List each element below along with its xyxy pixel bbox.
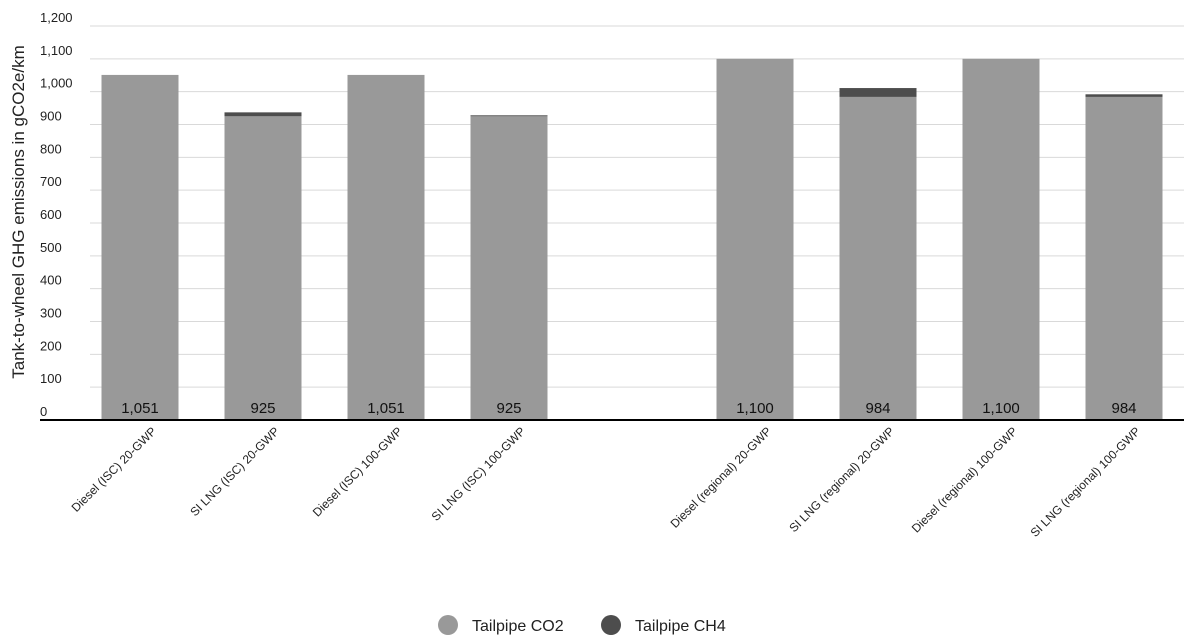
y-tick-label: 400 <box>40 273 62 288</box>
y-tick-label: 1,100 <box>40 43 73 58</box>
bar-segment-tailpipe-ch4 <box>839 88 917 97</box>
bar-segment-tailpipe-ch4 <box>1085 94 1163 97</box>
y-tick-label: 200 <box>40 338 62 353</box>
legend-swatch <box>438 615 458 635</box>
x-category-label: SI LNG (ISC) 20-GWP <box>187 424 282 519</box>
x-category-label: Diesel (regional) 100-GWP <box>909 424 1020 535</box>
y-tick-label: 500 <box>40 240 62 255</box>
data-label: 925 <box>250 400 275 417</box>
x-category-label: Diesel (ISC) 20-GWP <box>69 424 160 515</box>
y-tick-label: 600 <box>40 207 62 222</box>
y-tick-label: 800 <box>40 141 62 156</box>
y-axis-ticks: 0 100 200 300 400 500 600 700 800 900 1,000 1,100 1,… <box>40 10 73 419</box>
data-label: 1,051 <box>121 400 159 417</box>
bar-segment-tailpipe-co2 <box>962 58 1040 420</box>
bars <box>101 58 1163 421</box>
y-tick-label: 1,200 <box>40 10 73 25</box>
y-axis-title: Tank-to-wheel GHG emissions in gCO2e/km <box>9 45 28 379</box>
x-category-label: Diesel (regional) 20-GWP <box>668 424 775 531</box>
bar-segment-tailpipe-co2 <box>839 96 917 421</box>
bar-segment-tailpipe-co2 <box>347 74 425 421</box>
data-labels: 1,051 925 1,051 925 1,100 984 1,100 984 <box>121 400 1136 417</box>
y-tick-label: 1,000 <box>40 76 73 91</box>
y-tick-label: 700 <box>40 174 62 189</box>
y-tick-label: 0 <box>40 404 47 419</box>
x-category-label: SI LNG (regional) 100-GWP <box>1028 424 1144 540</box>
data-label: 925 <box>496 400 521 417</box>
data-label: 1,051 <box>367 400 405 417</box>
bar-segment-tailpipe-co2 <box>224 116 302 421</box>
bar-segment-tailpipe-ch4 <box>224 112 302 117</box>
y-tick-label: 900 <box>40 109 62 124</box>
x-category-label: SI LNG (regional) 20-GWP <box>786 424 897 535</box>
y-tick-label: 300 <box>40 306 62 321</box>
bar-segment-tailpipe-co2 <box>1085 96 1163 421</box>
y-tick-label: 100 <box>40 371 62 386</box>
data-label: 984 <box>865 400 890 417</box>
data-label: 1,100 <box>982 400 1020 417</box>
x-category-label: Diesel (ISC) 100-GWP <box>310 424 405 519</box>
bar-segment-tailpipe-co2 <box>716 58 794 420</box>
legend-label: Tailpipe CO2 <box>472 618 564 635</box>
legend-label: Tailpipe CH4 <box>635 618 726 635</box>
bar-segment-tailpipe-co2 <box>101 74 179 421</box>
legend: Tailpipe CO2 Tailpipe CH4 <box>438 615 726 635</box>
legend-swatch <box>601 615 621 635</box>
x-category-label: SI LNG (ISC) 100-GWP <box>429 424 528 523</box>
bar-segment-tailpipe-ch4 <box>470 115 548 117</box>
bar-segment-tailpipe-co2 <box>470 116 548 421</box>
x-axis-category-labels: Diesel (ISC) 20-GWP SI LNG (ISC) 20-GWP Di… <box>69 424 1144 540</box>
data-label: 984 <box>1111 400 1136 417</box>
data-label: 1,100 <box>736 400 774 417</box>
